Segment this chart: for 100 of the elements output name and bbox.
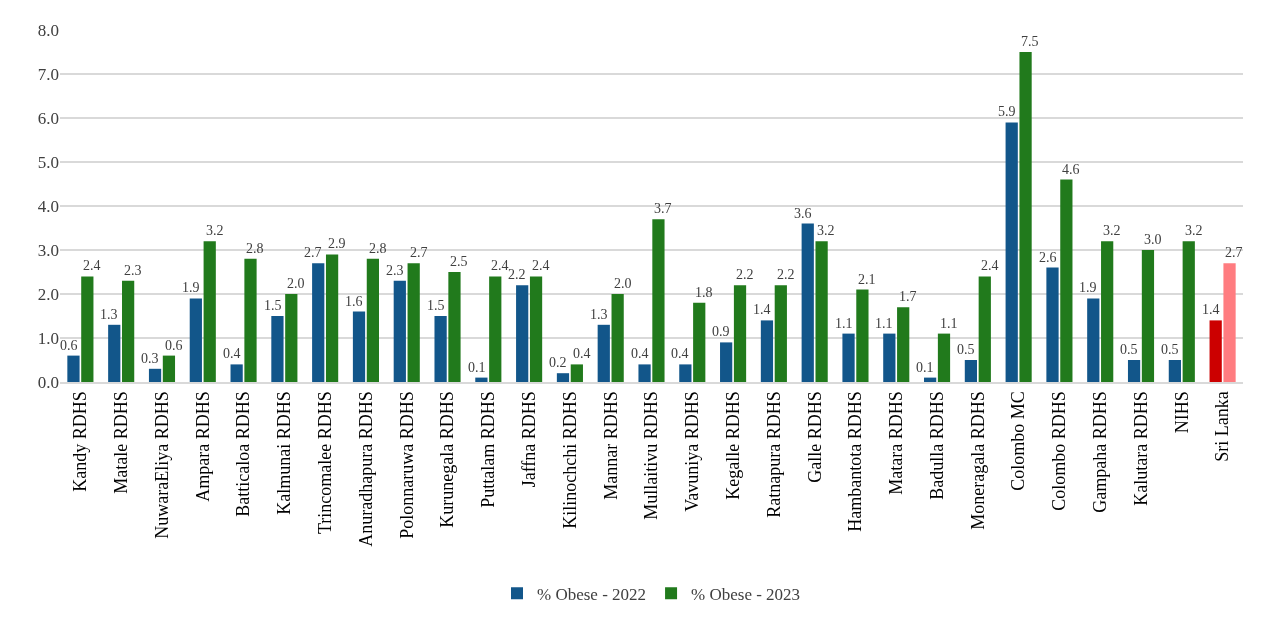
y-tick-label: 1.0 — [37, 328, 59, 348]
bar — [1223, 263, 1236, 382]
data-label: 1.3 — [590, 307, 608, 322]
data-label: 2.0 — [614, 276, 632, 291]
bar — [1060, 179, 1073, 382]
data-label: 2.0 — [287, 276, 305, 291]
x-tick-label: Kilinochchi RDHS — [559, 391, 580, 529]
x-tick-label: Mullaitivu RDHS — [641, 391, 662, 520]
data-label: 3.2 — [206, 223, 224, 238]
data-label: 0.5 — [1120, 342, 1138, 357]
x-tick-label: Ampara RDHS — [192, 391, 213, 502]
data-label: 2.8 — [246, 241, 264, 256]
bar — [162, 355, 176, 382]
bar — [1005, 122, 1018, 382]
bar — [325, 254, 339, 382]
data-label: 2.4 — [532, 258, 550, 273]
y-tick-label: 2.0 — [37, 284, 59, 304]
bar — [801, 223, 814, 382]
y-tick-label: 4.0 — [37, 196, 59, 216]
data-label: 0.4 — [631, 346, 649, 361]
x-tick-label: Colombo RDHS — [1049, 391, 1070, 511]
x-tick-label: Hambantota RDHS — [845, 391, 866, 532]
x-tick-label: Kalmunai RDHS — [274, 391, 295, 515]
data-label: 0.9 — [712, 324, 730, 339]
data-label: 0.4 — [671, 346, 689, 361]
data-label: 1.9 — [182, 280, 200, 295]
data-label: 2.2 — [508, 267, 526, 282]
bar — [815, 241, 828, 382]
x-tick-label: Moneragala RDHS — [967, 391, 988, 530]
data-label: 0.5 — [1161, 342, 1179, 357]
x-tick-label: Colombo MC — [1008, 391, 1029, 491]
x-tick-label: Sri Lanka — [1212, 391, 1233, 462]
x-tick-label: NIHS — [1171, 391, 1192, 434]
bar — [1168, 360, 1181, 382]
bar — [1209, 320, 1222, 382]
bar — [1127, 360, 1141, 382]
bar — [529, 276, 543, 382]
data-label: 2.4 — [981, 258, 999, 273]
x-tick-label: Mannar RDHS — [600, 391, 621, 500]
x-tick-label: Vavuniya RDHS — [682, 391, 703, 512]
bar — [407, 263, 420, 382]
bar — [964, 360, 978, 382]
bar — [67, 355, 80, 382]
bar — [1141, 250, 1155, 382]
bar — [285, 294, 298, 382]
bar — [516, 285, 529, 382]
x-tick-label: Matale RDHS — [111, 391, 132, 494]
data-label: 2.9 — [328, 236, 346, 251]
bar — [393, 280, 406, 382]
bar — [1182, 241, 1195, 382]
bar — [352, 311, 366, 382]
bar — [312, 263, 325, 382]
data-label: 2.3 — [386, 263, 404, 278]
data-label: 3.2 — [1103, 223, 1121, 238]
data-label: 1.5 — [427, 298, 445, 313]
y-tick-label: 6.0 — [37, 108, 59, 128]
bar — [203, 241, 216, 382]
bar — [842, 333, 855, 382]
data-label: 3.7 — [654, 201, 672, 216]
bar — [475, 377, 488, 382]
data-label: 1.1 — [875, 316, 893, 331]
data-label: 2.5 — [450, 254, 468, 269]
data-label: 1.5 — [264, 298, 282, 313]
x-tick-label: Trincomalee RDHS — [315, 391, 336, 535]
y-tick-label: 3.0 — [37, 240, 59, 260]
bar — [978, 276, 991, 382]
data-label: 0.4 — [223, 346, 241, 361]
bar — [937, 333, 951, 382]
data-label: 2.7 — [1225, 245, 1243, 260]
data-label: 2.4 — [491, 258, 509, 273]
data-label: 2.2 — [777, 267, 795, 282]
x-tick-label: NuwaraEliya RDHS — [151, 391, 172, 539]
bar — [611, 294, 624, 382]
data-label: 1.3 — [100, 307, 118, 322]
data-label: 3.2 — [817, 223, 835, 238]
bar — [597, 324, 610, 382]
x-tick-label: Galle RDHS — [804, 391, 825, 483]
data-label: 0.2 — [549, 355, 567, 370]
x-tick-label: Kandy RDHS — [70, 391, 91, 492]
data-label: 3.0 — [1144, 232, 1162, 247]
x-tick-label: Polonnaruwa RDHS — [396, 391, 417, 539]
data-label: 2.3 — [124, 263, 142, 278]
x-tick-label: Matara RDHS — [886, 391, 907, 495]
x-tick-label: Kegalle RDHS — [722, 391, 743, 500]
data-label: 2.8 — [369, 241, 387, 256]
bar — [271, 316, 284, 382]
bar — [760, 320, 774, 382]
bar — [81, 276, 94, 382]
bar — [108, 324, 121, 382]
data-label: 1.4 — [1202, 302, 1220, 317]
bar — [897, 307, 910, 382]
bar — [679, 364, 692, 382]
x-tick-label: Kurunegala RDHS — [437, 391, 458, 528]
x-tick-label: Badulla RDHS — [926, 391, 947, 500]
bar — [774, 285, 787, 382]
bar — [1046, 267, 1059, 382]
data-label: 1.6 — [345, 294, 363, 309]
data-label: 1.1 — [940, 316, 958, 331]
y-tick-label: 0.0 — [37, 372, 59, 392]
data-label: 0.6 — [60, 338, 78, 353]
